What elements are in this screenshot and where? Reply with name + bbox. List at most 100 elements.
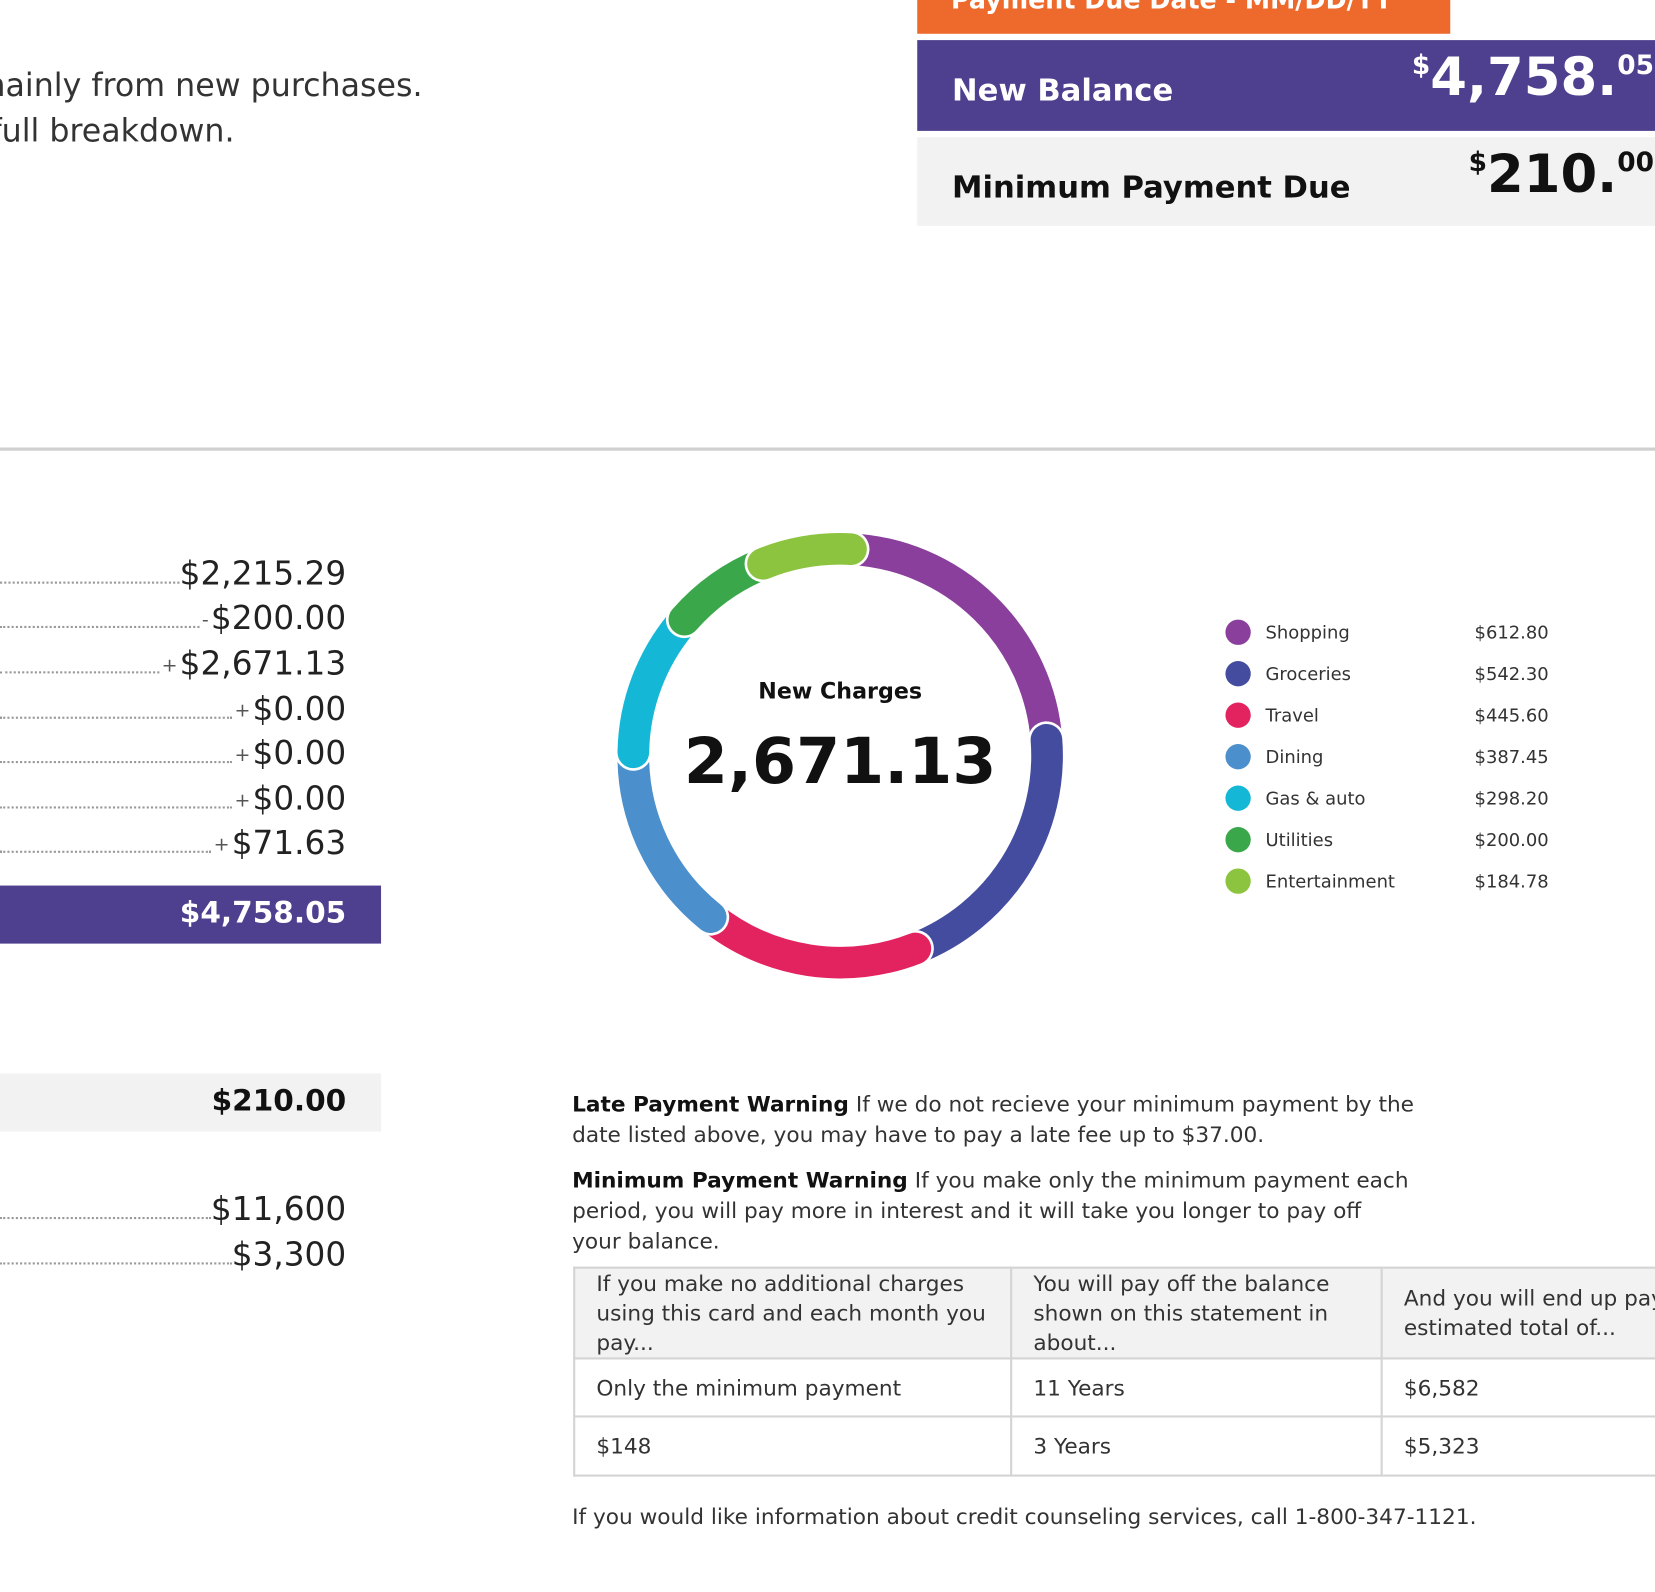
cell: 3 Years: [1010, 1415, 1383, 1477]
amount: $2,671.13: [179, 644, 347, 683]
warning-title: Minimum Payment Warning: [572, 1167, 908, 1193]
cell: $6,582: [1380, 1357, 1655, 1418]
legend-value: $445.60: [1475, 706, 1549, 727]
min-payment: $210.00: [1468, 143, 1654, 205]
credit-row: $3,300: [0, 1232, 346, 1274]
table-row: Only the minimum payment 11 Years $6,582: [573, 1357, 1655, 1418]
summary-min-payment: $210.00: [211, 1082, 347, 1118]
summary-min-bar: $210.00: [0, 1073, 382, 1132]
sign: -: [201, 609, 209, 632]
header-cell: If you make no additional charges using …: [573, 1266, 1013, 1360]
arc: [747, 533, 867, 580]
arc: [617, 603, 701, 769]
legend-label: Travel: [1265, 706, 1319, 727]
cell: Only the minimum payment: [573, 1357, 1013, 1418]
legend-value: $542.30: [1475, 664, 1549, 685]
legend-dot: [1225, 661, 1251, 687]
payoff-table: If you make no additional charges using …: [573, 1266, 1655, 1477]
legend-value: $612.80: [1475, 623, 1549, 644]
amount: $0.00: [252, 690, 347, 729]
late-warning: Late Payment Warning If we do not reciev…: [572, 1089, 1416, 1150]
legend-dot: [1225, 785, 1251, 811]
legend-dot: [1225, 744, 1251, 770]
amount: $11,600: [210, 1190, 347, 1229]
intro-line: mainly from new purchases.: [0, 67, 423, 105]
leader: [0, 581, 180, 584]
legend-value: $184.78: [1475, 871, 1549, 892]
header-cell: And you will end up paying an estimated …: [1380, 1266, 1655, 1360]
summary-balance-bar: $4,758.05: [0, 885, 382, 944]
leader: [0, 1216, 211, 1220]
divider: [0, 447, 1655, 451]
legend-label: Entertainment: [1266, 871, 1395, 892]
min-warning: Minimum Payment Warning If you make only…: [572, 1165, 1416, 1257]
leader: [0, 716, 233, 719]
amount: $200.00: [210, 599, 347, 638]
min-payment-label: Minimum Payment Due: [952, 168, 1351, 205]
legend-dot: [1225, 619, 1251, 645]
summary-row: $2,215.29: [0, 551, 346, 593]
amount: $0.00: [252, 734, 347, 773]
sign: +: [161, 654, 178, 677]
amount: $0.00: [252, 780, 347, 819]
arc: [617, 736, 727, 933]
legend-dot: [1225, 868, 1251, 894]
table-header: If you make no additional charges using …: [573, 1266, 1655, 1360]
legend-dot: [1225, 826, 1251, 853]
summary-row: + $71.63: [0, 820, 346, 862]
summary-new-balance: $4,758.05: [179, 895, 347, 930]
legend-dot: [1225, 702, 1251, 728]
summary-row: - $200.00: [0, 595, 347, 638]
new-balance: $4,758.05: [1411, 46, 1654, 108]
warning-text: If you make only the minimum payment eac…: [572, 1167, 1409, 1254]
credit-row: $11,600: [0, 1186, 347, 1229]
amount: $3,300: [231, 1235, 347, 1274]
warning-text: If we do not recieve your minimum paymen…: [572, 1091, 1415, 1148]
cell: $148: [573, 1415, 1013, 1477]
leader: [0, 806, 233, 809]
legend-label: Groceries: [1266, 664, 1352, 685]
leader: [0, 850, 212, 853]
warning-title: Late Payment Warning: [572, 1091, 849, 1117]
chart-total: $2,671.13: [684, 724, 996, 798]
due-date-banner: Payment Due Date - MM/DD/YY: [917, 0, 1451, 34]
amount: $71.63: [231, 824, 347, 863]
donut-chart: New Charges $2,671.13 Shopping $612.80 Gro…: [617, 533, 1549, 979]
sign: +: [213, 833, 230, 857]
arc: [835, 533, 1063, 756]
cell: 11 Years: [1010, 1357, 1383, 1418]
amount: $2,215.29: [179, 555, 347, 594]
arc: [694, 901, 932, 979]
leader: [0, 1262, 232, 1265]
sign: +: [234, 744, 251, 767]
min-payment-banner: Minimum Payment Due $210.00: [917, 137, 1655, 226]
cell: $5,323: [1380, 1415, 1655, 1477]
intro-line: full breakdown.: [0, 112, 235, 150]
legend-label: Dining: [1266, 747, 1324, 768]
legend-value: $200.00: [1475, 830, 1549, 851]
new-balance-label: New Balance: [952, 71, 1174, 108]
summary-row: + $0.00: [0, 776, 346, 818]
footer: If you would like information about cred…: [572, 1504, 1477, 1530]
due-date: Payment Due Date - MM/DD/YY: [951, 0, 1393, 15]
legend-label: Shopping: [1266, 623, 1350, 644]
summary-row: + $2,671.13: [0, 641, 346, 683]
summary-row: + $0.00: [0, 686, 346, 728]
leader: [0, 625, 200, 629]
leader: [0, 761, 233, 764]
sign: +: [234, 699, 251, 722]
legend-label: Gas & auto: [1266, 789, 1366, 810]
legend-value: $387.45: [1475, 747, 1549, 768]
leader: [0, 671, 160, 674]
arc: [899, 723, 1063, 965]
sign: +: [234, 789, 251, 812]
summary-row: + $0.00: [0, 730, 347, 773]
new-balance-banner: New Balance $4,758.05: [917, 40, 1655, 131]
legend-value: $298.20: [1475, 789, 1549, 810]
legend-label: Utilities: [1266, 830, 1334, 851]
table-row: $148 3 Years $5,323: [573, 1415, 1655, 1477]
header-cell: You will pay off the balance shown on th…: [1010, 1266, 1383, 1360]
chart-title: New Charges: [758, 679, 922, 705]
